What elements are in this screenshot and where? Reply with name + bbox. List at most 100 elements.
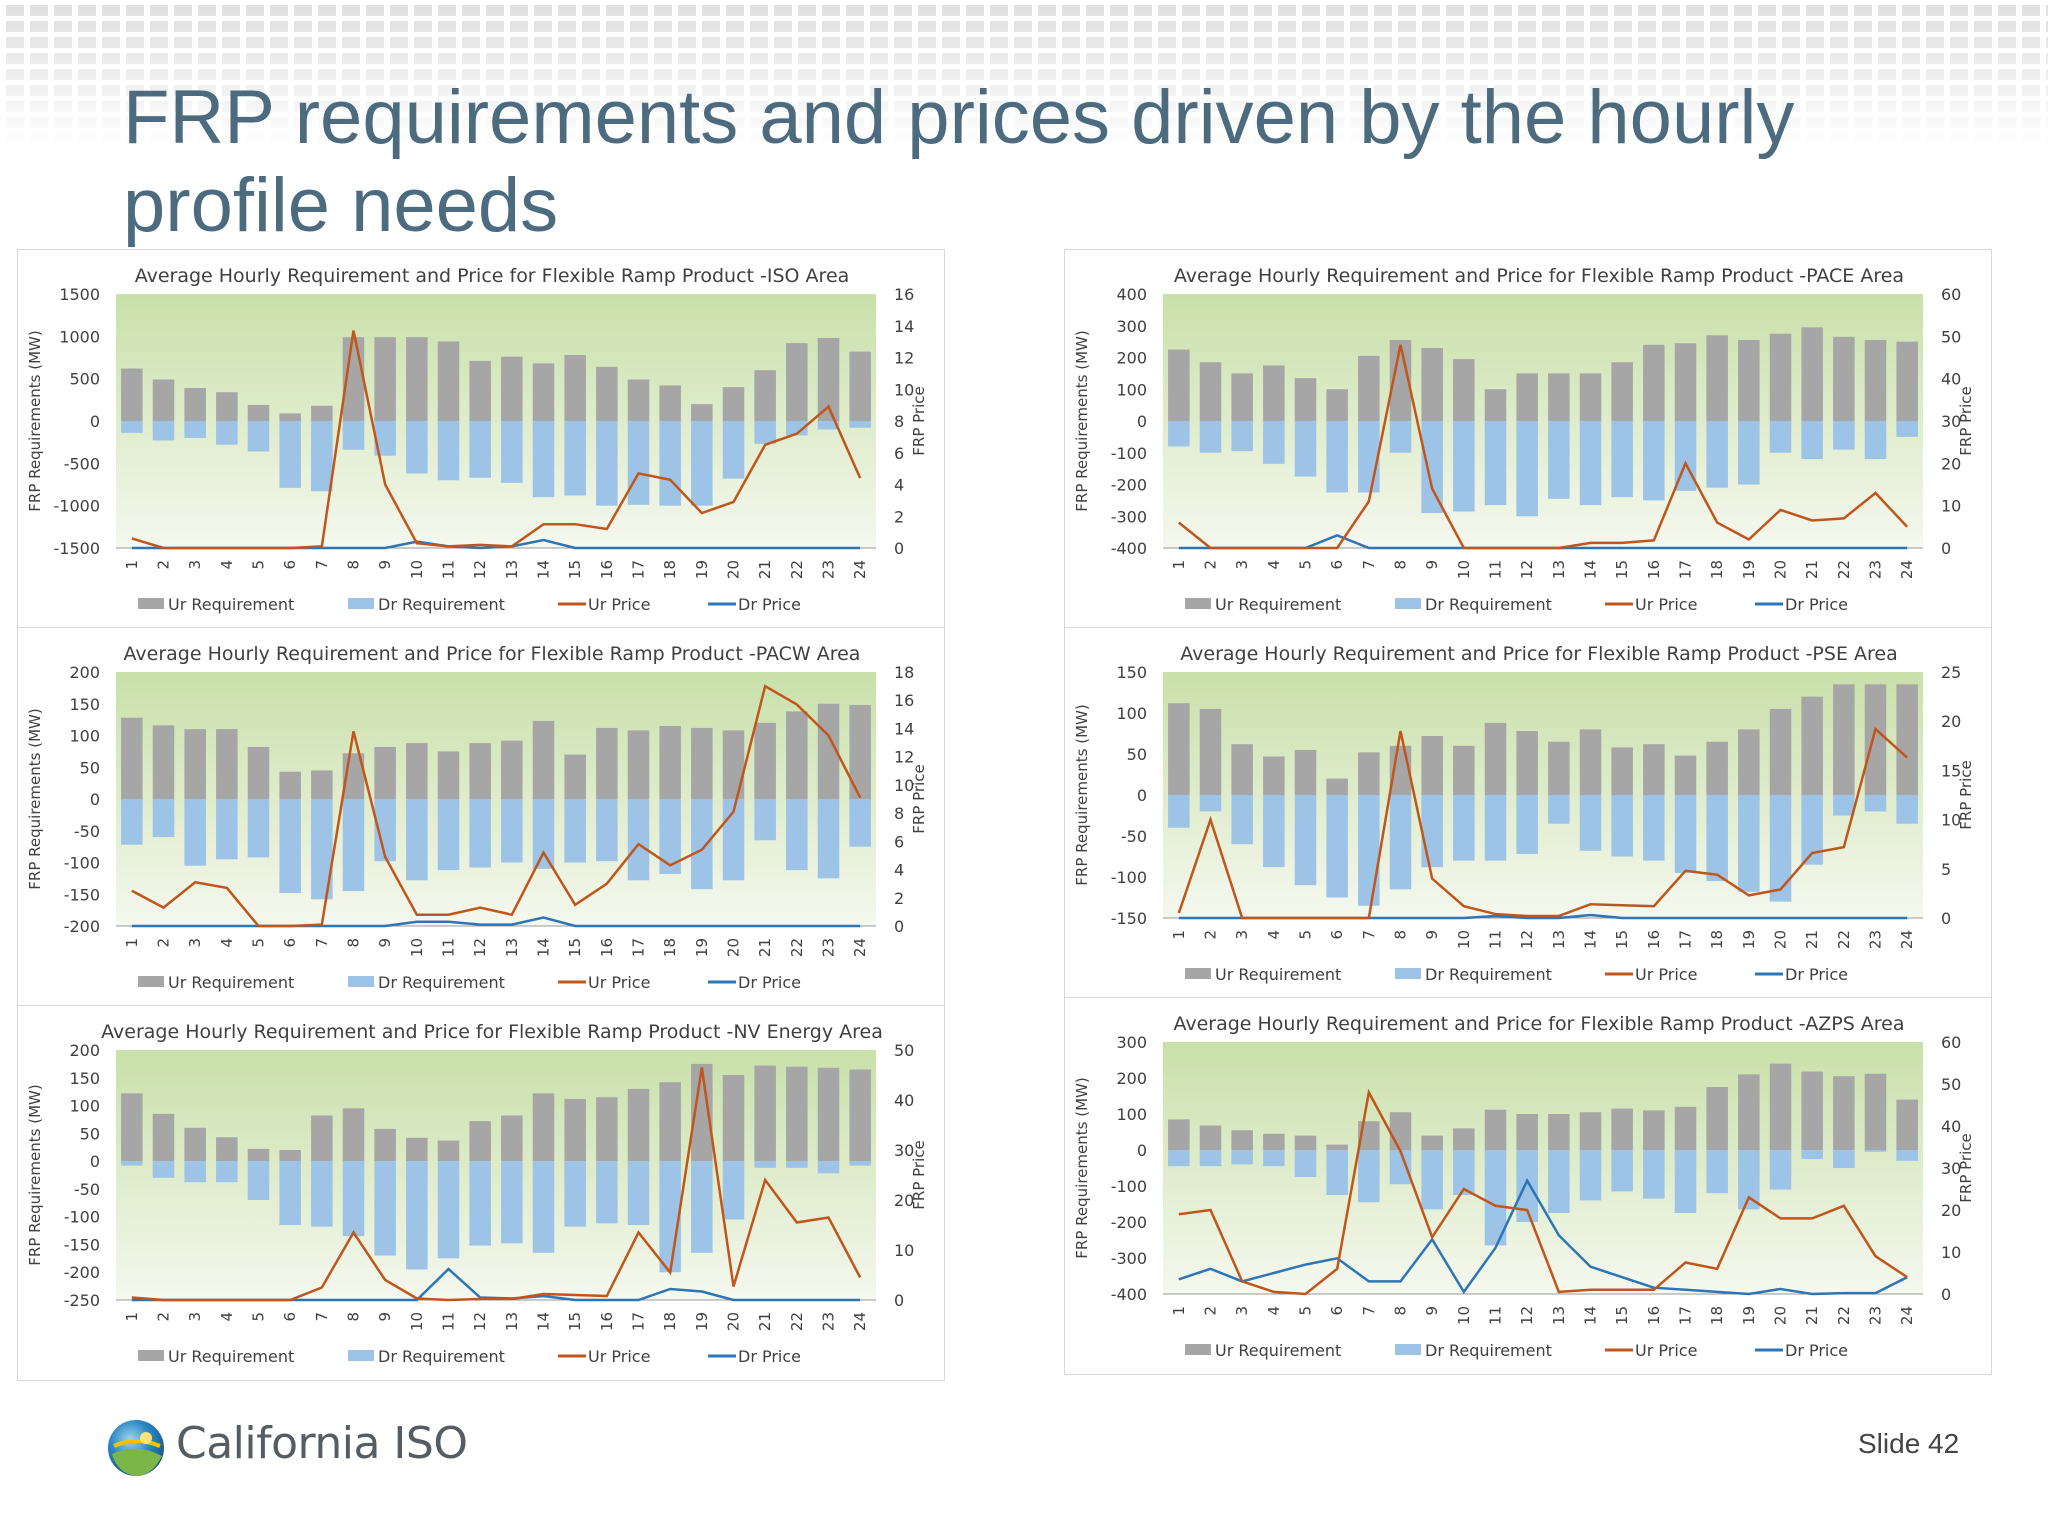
bar-dr-requirement xyxy=(1326,1150,1348,1195)
plot-area xyxy=(1163,672,1923,918)
y2-tick-label: 40 xyxy=(894,1091,914,1110)
y-tick-label: 100 xyxy=(69,1097,100,1116)
y-tick-label: -200 xyxy=(1111,476,1147,495)
chart-title: Average Hourly Requirement and Price for… xyxy=(101,1021,883,1043)
bar-dr-requirement xyxy=(1231,1150,1253,1165)
bar-ur-requirement xyxy=(1231,373,1253,421)
legend-label: Dr Price xyxy=(738,973,801,992)
y2-axis-label: FRP Price xyxy=(910,386,928,455)
bar-ur-requirement xyxy=(1738,729,1760,795)
bar-dr-requirement xyxy=(1389,421,1412,453)
bar-ur-requirement xyxy=(1358,752,1380,795)
x-tick-label: 12 xyxy=(1518,930,1536,949)
y2-tick-label: 14 xyxy=(894,719,914,738)
bar-dr-requirement xyxy=(1706,1150,1728,1194)
bar-ur-requirement xyxy=(121,368,143,421)
line-ur-price xyxy=(131,684,862,928)
y-tick-label: -300 xyxy=(1111,1249,1147,1268)
bar-ur-requirement xyxy=(311,770,333,799)
bar-ur-requirement xyxy=(564,1098,586,1162)
bar-ur-requirement xyxy=(121,1093,143,1162)
bar-ur-requirement xyxy=(691,404,713,421)
bar-dr-requirement xyxy=(311,421,333,492)
x-tick-label: 6 xyxy=(281,938,299,948)
bar-ur-requirement xyxy=(532,363,555,421)
bar-ur-requirement xyxy=(1421,347,1443,421)
x-tick-label: 8 xyxy=(345,1312,363,1322)
bar-ur-requirement xyxy=(501,1115,523,1162)
bar-dr-requirement xyxy=(342,1161,365,1237)
bar-ur-requirement xyxy=(849,705,871,799)
bar-dr-requirement xyxy=(754,799,776,841)
bar-dr-requirement xyxy=(279,421,301,488)
bar-dr-requirement xyxy=(501,1161,523,1244)
bar-dr-requirement xyxy=(1864,1150,1887,1152)
y-tick-label: 0 xyxy=(90,412,100,431)
bar-ur-requirement xyxy=(1389,340,1412,421)
y2-tick-label: 8 xyxy=(894,804,904,823)
bar-ur-requirement xyxy=(1516,1114,1538,1150)
bar-ur-requirement xyxy=(596,1097,618,1162)
x-tick-label: 21 xyxy=(1803,1306,1821,1325)
x-tick-label: 9 xyxy=(376,938,394,948)
bar-ur-requirement xyxy=(437,1140,460,1162)
bar-dr-requirement xyxy=(1579,1150,1602,1201)
bar-ur-requirement xyxy=(627,730,650,799)
bar-dr-requirement xyxy=(1168,421,1190,447)
y2-tick-label: 0 xyxy=(1941,909,1951,928)
x-tick-label: 24 xyxy=(851,938,869,957)
legend-label: Dr Price xyxy=(1785,965,1848,984)
chart-title: Average Hourly Requirement and Price for… xyxy=(135,265,850,287)
x-tick-label: 14 xyxy=(1582,1306,1600,1325)
bar-dr-requirement xyxy=(1611,1150,1633,1192)
bar-ur-requirement xyxy=(1801,696,1823,795)
bar-ur-requirement xyxy=(184,387,206,421)
bar-dr-requirement xyxy=(1484,1150,1507,1246)
y-axis-label: FRP Requirements (MW) xyxy=(1073,330,1091,511)
bar-ur-requirement xyxy=(1548,373,1570,421)
y-tick-label: 100 xyxy=(1116,380,1147,399)
chart-svg-pse: Average Hourly Requirement and Price for… xyxy=(1073,643,1975,984)
bar-dr-requirement xyxy=(406,799,428,881)
bar-ur-requirement xyxy=(1484,722,1507,795)
y-tick-label: -1000 xyxy=(54,497,101,516)
bar-dr-requirement xyxy=(342,799,365,892)
bar-ur-requirement xyxy=(1294,378,1317,421)
x-tick-label: 5 xyxy=(250,1312,268,1322)
x-tick-label: 10 xyxy=(408,560,426,579)
x-tick-label: 6 xyxy=(281,560,299,570)
bar-ur-requirement xyxy=(437,751,460,799)
x-tick-label: 10 xyxy=(1455,1306,1473,1325)
x-tick-label: 6 xyxy=(281,1312,299,1322)
legend-label: Ur Requirement xyxy=(168,595,294,614)
bar-dr-requirement xyxy=(849,799,871,847)
y2-tick-label: 2 xyxy=(894,889,904,908)
x-tick-label: 12 xyxy=(1518,560,1536,579)
bar-dr-requirement xyxy=(1484,795,1507,861)
x-tick-label: 3 xyxy=(1233,930,1251,940)
bar-ur-requirement xyxy=(1548,1114,1570,1150)
y-tick-label: -1500 xyxy=(54,539,101,558)
bar-ur-requirement xyxy=(1611,747,1633,795)
x-tick-label: 4 xyxy=(1265,930,1283,940)
x-tick-label: 8 xyxy=(1392,930,1410,940)
plot-area xyxy=(116,1050,876,1300)
legend-label: Dr Requirement xyxy=(378,973,505,992)
legend-swatch xyxy=(138,976,164,987)
bar-ur-requirement xyxy=(1389,1112,1412,1150)
x-tick-label: 3 xyxy=(186,560,204,570)
bar-ur-requirement xyxy=(1706,741,1728,795)
bar-dr-requirement xyxy=(152,421,175,441)
y-axis-label: FRP Requirements (MW) xyxy=(26,1084,44,1265)
y2-tick-label: 40 xyxy=(1941,1117,1961,1136)
bar-dr-requirement xyxy=(1548,421,1570,499)
x-tick-label: 1 xyxy=(1170,560,1188,570)
y2-tick-label: 20 xyxy=(894,1191,914,1210)
bar-dr-requirement xyxy=(1294,421,1317,477)
bar-dr-requirement xyxy=(1548,1150,1570,1213)
y-tick-label: 1500 xyxy=(59,285,100,304)
bar-dr-requirement xyxy=(596,421,618,506)
y2-tick-label: 20 xyxy=(1941,454,1961,473)
bar-dr-requirement xyxy=(722,421,745,479)
x-tick-label: 17 xyxy=(1677,560,1695,579)
